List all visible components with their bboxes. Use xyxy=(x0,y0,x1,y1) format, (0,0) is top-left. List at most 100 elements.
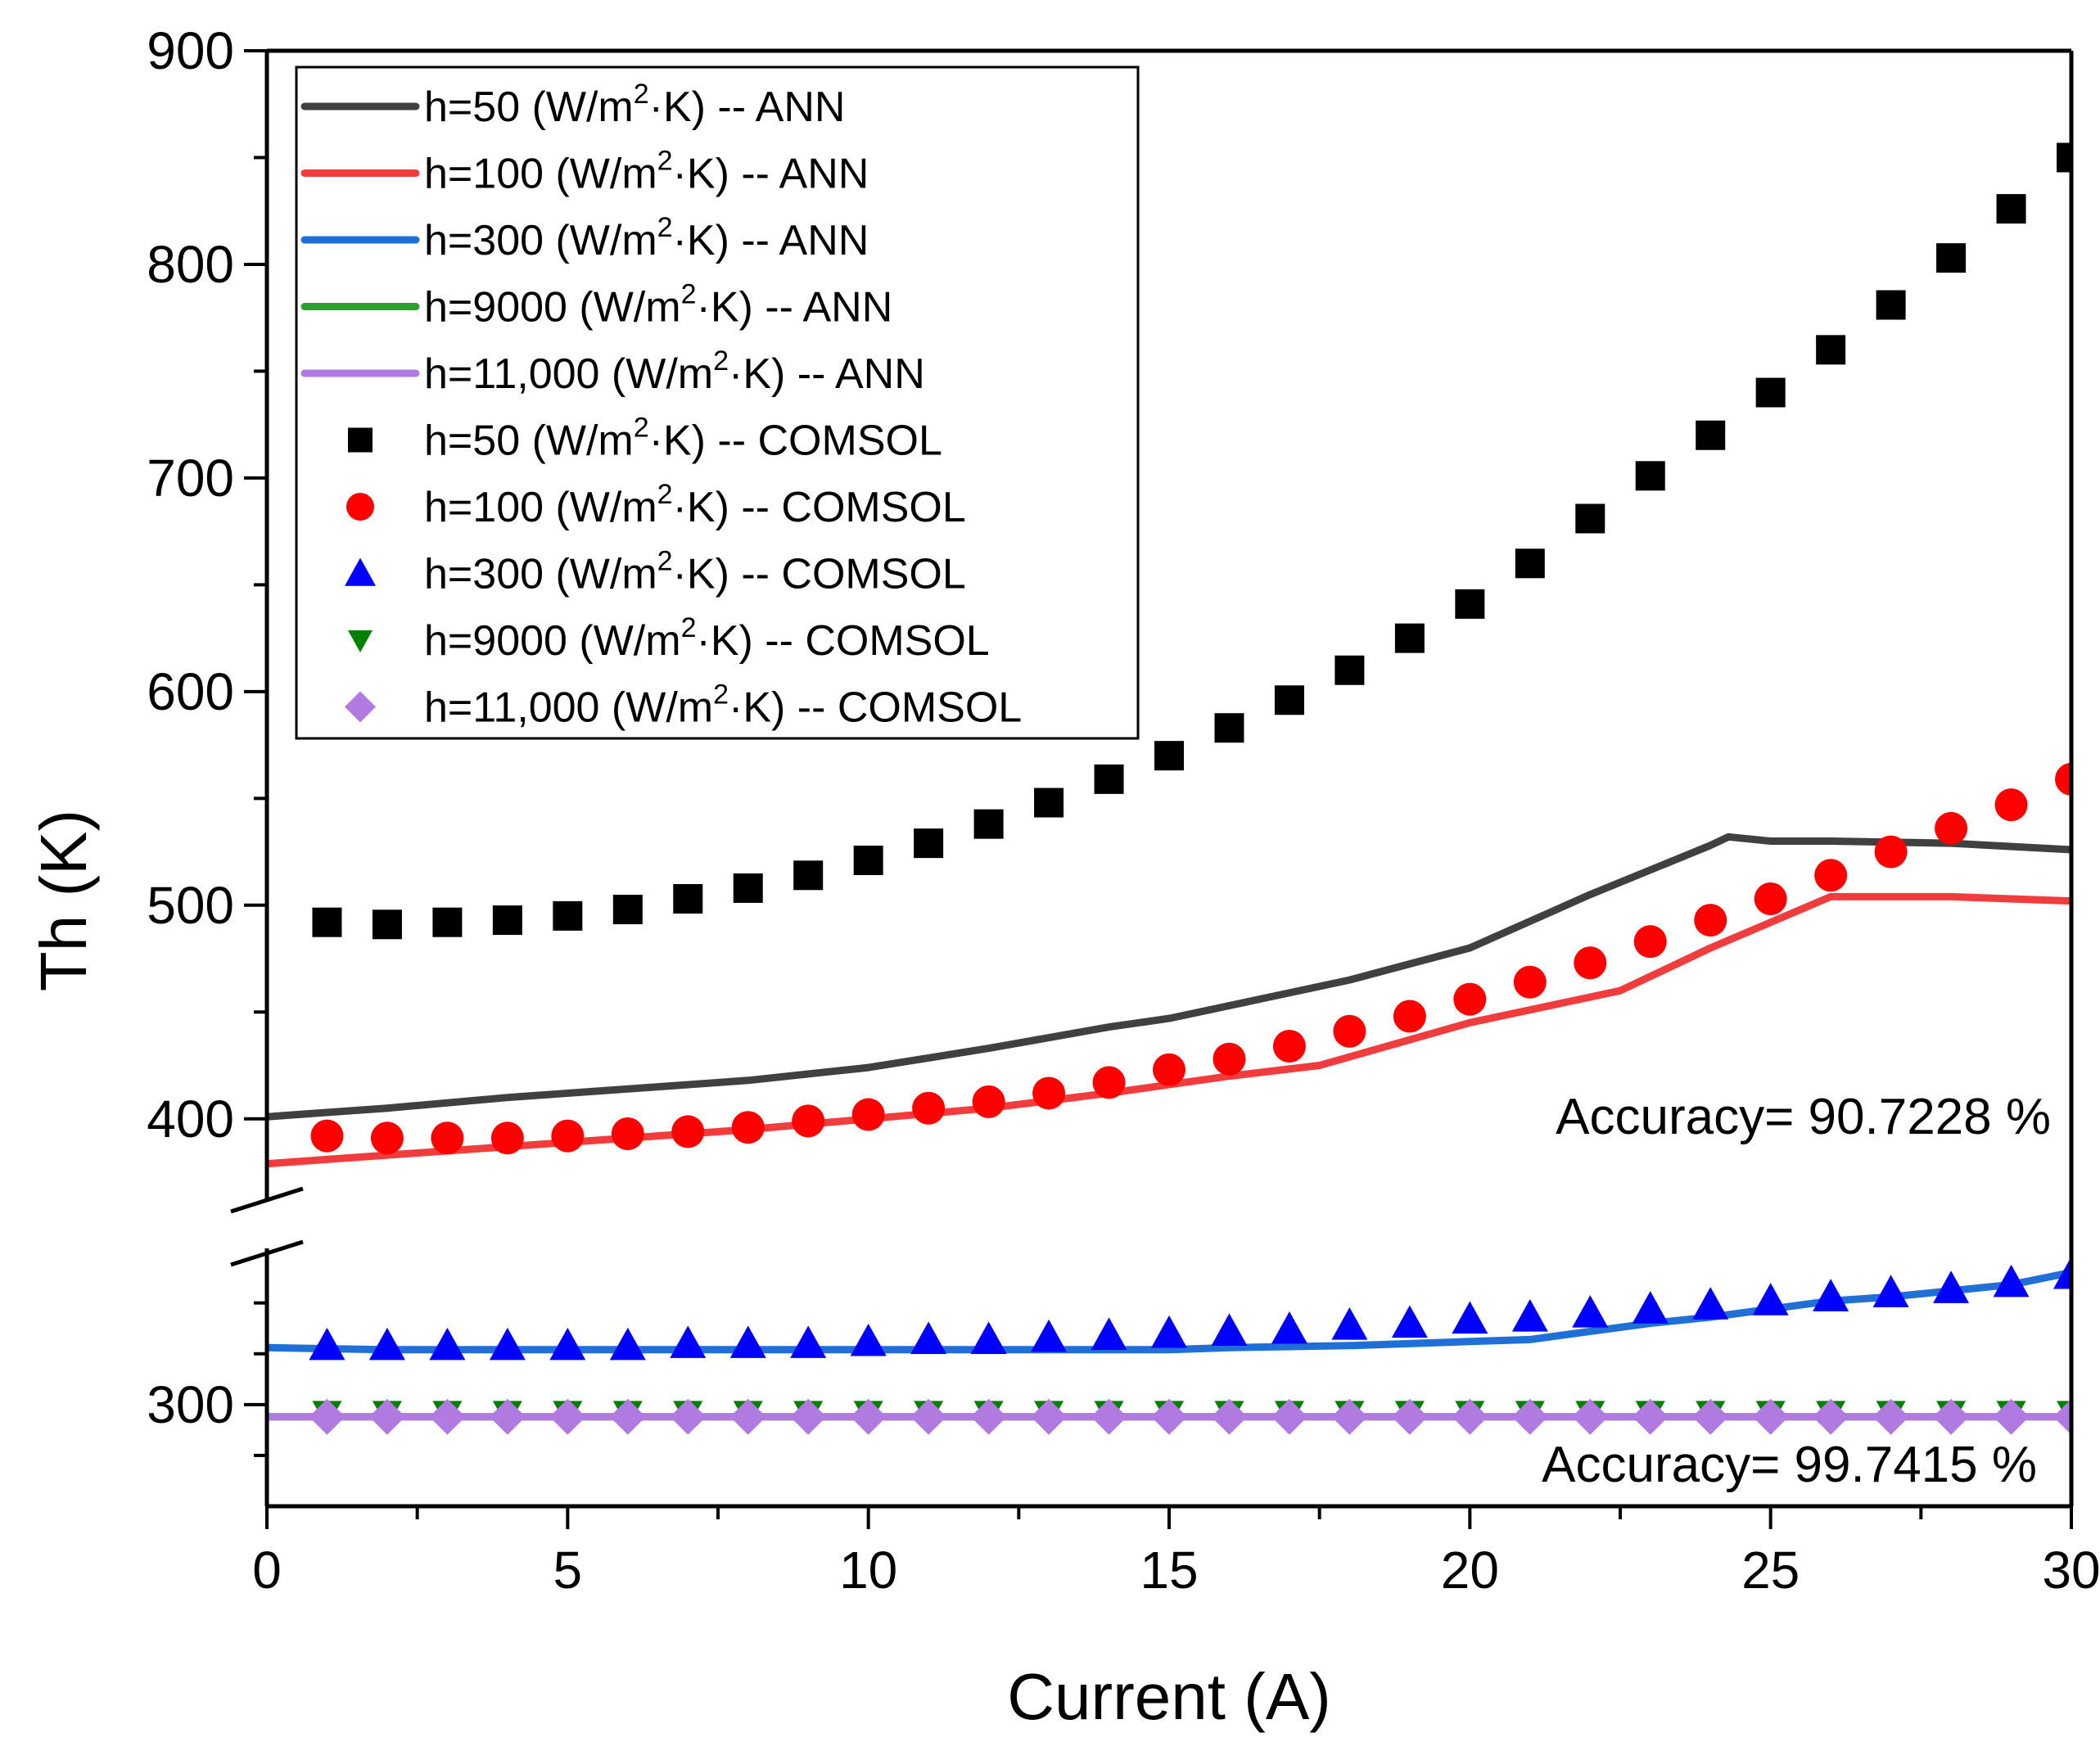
legend-label-post-1: ·K) -- ANN xyxy=(673,151,869,198)
data-point-5-1 xyxy=(372,909,402,940)
data-point-9-16 xyxy=(1271,1398,1307,1435)
data-point-9-2 xyxy=(429,1398,466,1435)
data-point-5-20 xyxy=(1515,548,1545,579)
data-point-6-11 xyxy=(972,1085,1005,1118)
legend-label-0: h=50 (W/m2·K) -- ANN xyxy=(424,79,845,131)
data-point-7-25 xyxy=(1813,1279,1849,1311)
legend-marker-5 xyxy=(348,427,373,453)
legend-label-post-6: ·K) -- COMSOL xyxy=(673,484,966,531)
y-tick-label-500: 500 xyxy=(147,876,234,935)
legend-label-pre-7: h=300 (W/m xyxy=(424,551,657,598)
data-point-9-4 xyxy=(549,1398,586,1435)
data-point-9-29 xyxy=(2053,1398,2071,1435)
data-point-7-2 xyxy=(429,1327,466,1361)
data-point-6-27 xyxy=(1935,811,1968,845)
data-point-6-26 xyxy=(1874,835,1908,869)
data-point-7-10 xyxy=(910,1321,947,1354)
data-point-9-7 xyxy=(729,1398,766,1435)
legend-label-post-7: ·K) -- COMSOL xyxy=(673,551,966,598)
x-tick-label-30: 30 xyxy=(2042,1541,2100,1600)
x-axis-title: Current (A) xyxy=(1007,1660,1331,1733)
axis-break-mark-1 xyxy=(230,1186,304,1214)
data-point-6-24 xyxy=(1754,882,1787,915)
data-point-6-9 xyxy=(851,1098,885,1131)
y-tick-label-600: 600 xyxy=(147,662,234,721)
data-point-5-22 xyxy=(1635,461,1665,491)
y-tick-label-400: 400 xyxy=(147,1090,234,1149)
data-point-7-20 xyxy=(1511,1299,1548,1332)
data-point-5-28 xyxy=(1996,194,2026,224)
data-point-5-5 xyxy=(612,895,643,925)
data-point-9-13 xyxy=(1091,1398,1127,1435)
x-tick-label-0: 0 xyxy=(252,1541,282,1600)
data-point-6-13 xyxy=(1092,1066,1126,1099)
legend-label-sup-8: 2 xyxy=(681,612,697,643)
legend-item-4: h=11,000 (W/m2·K) -- ANN xyxy=(300,345,925,398)
legend-label-3: h=9000 (W/m2·K) -- ANN xyxy=(424,279,892,332)
x-tick-label-15: 15 xyxy=(1140,1541,1198,1600)
legend-label-pre-2: h=300 (W/m xyxy=(424,217,657,264)
data-point-6-12 xyxy=(1032,1076,1066,1110)
x-tick-label-10: 10 xyxy=(839,1541,897,1600)
data-point-9-3 xyxy=(489,1398,526,1435)
data-point-5-14 xyxy=(1154,741,1184,771)
data-point-9-19 xyxy=(1452,1398,1488,1435)
data-point-7-24 xyxy=(1752,1283,1789,1316)
legend-label-post-3: ·K) -- ANN xyxy=(697,284,893,332)
series-7 xyxy=(309,1256,2071,1361)
data-point-5-4 xyxy=(553,900,583,931)
data-point-5-29 xyxy=(2057,142,2071,173)
data-point-7-21 xyxy=(1572,1295,1609,1328)
accuracy-annotation-upper: Accuracy= 90.7228 % xyxy=(1556,1089,2051,1145)
data-point-9-0 xyxy=(309,1398,345,1435)
data-point-6-1 xyxy=(370,1121,404,1155)
data-point-9-17 xyxy=(1331,1398,1368,1435)
legend-label-4: h=11,000 (W/m2·K) -- ANN xyxy=(424,345,925,398)
data-point-7-18 xyxy=(1391,1305,1428,1338)
series-0 xyxy=(267,833,2071,1121)
legend-label-sup-2: 2 xyxy=(657,212,673,243)
legend-label-sup-7: 2 xyxy=(657,546,673,577)
legend-label-post-9: ·K) -- COMSOL xyxy=(729,684,1022,732)
data-point-6-18 xyxy=(1393,1000,1426,1033)
data-point-9-24 xyxy=(1752,1398,1789,1435)
legend-label-pre-9: h=11,000 (W/m xyxy=(424,684,713,732)
legend-label-pre-3: h=9000 (W/m xyxy=(424,284,681,332)
data-point-7-7 xyxy=(729,1325,766,1358)
legend-label-pre-5: h=50 (W/m xyxy=(424,417,634,465)
data-point-7-28 xyxy=(1993,1264,2030,1297)
data-point-6-6 xyxy=(671,1115,705,1149)
data-point-5-7 xyxy=(733,873,763,903)
data-point-9-14 xyxy=(1151,1398,1187,1435)
data-point-7-12 xyxy=(1031,1319,1068,1352)
legend-label-pre-4: h=11,000 (W/m xyxy=(424,350,713,398)
legend-label-post-5: ·K) -- COMSOL xyxy=(649,417,942,465)
data-point-7-11 xyxy=(970,1321,1007,1354)
data-point-6-15 xyxy=(1213,1042,1246,1076)
legend-item-2: h=300 (W/m2·K) -- ANN xyxy=(300,212,869,264)
legend-label-sup-6: 2 xyxy=(657,479,673,510)
legend-label-sup-9: 2 xyxy=(713,679,729,711)
legend-label-7: h=300 (W/m2·K) -- COMSOL xyxy=(424,546,966,598)
data-point-9-12 xyxy=(1031,1398,1068,1435)
data-point-7-26 xyxy=(1872,1275,1909,1307)
data-point-9-20 xyxy=(1511,1398,1548,1435)
legend-label-1: h=100 (W/m2·K) -- ANN xyxy=(424,146,869,198)
data-point-6-19 xyxy=(1453,982,1487,1016)
legend-item-1: h=100 (W/m2·K) -- ANN xyxy=(300,146,869,198)
legend-label-pre-6: h=100 (W/m xyxy=(424,484,657,531)
axis-break-mark-2 xyxy=(230,1239,304,1267)
y-tick-label-900: 900 xyxy=(147,21,234,80)
data-point-9-28 xyxy=(1993,1398,2030,1435)
legend-label-pre-8: h=9000 (W/m xyxy=(424,617,681,665)
legend-marker-9 xyxy=(345,691,376,723)
data-point-7-29 xyxy=(2053,1256,2071,1289)
series-9 xyxy=(309,1398,2071,1435)
y-tick-label-700: 700 xyxy=(147,449,234,508)
legend-marker-7 xyxy=(345,557,376,586)
data-point-6-5 xyxy=(611,1117,644,1151)
data-point-7-23 xyxy=(1692,1287,1729,1320)
data-point-5-2 xyxy=(432,907,463,937)
data-point-5-12 xyxy=(1034,787,1064,818)
plot-area xyxy=(267,142,2071,1435)
